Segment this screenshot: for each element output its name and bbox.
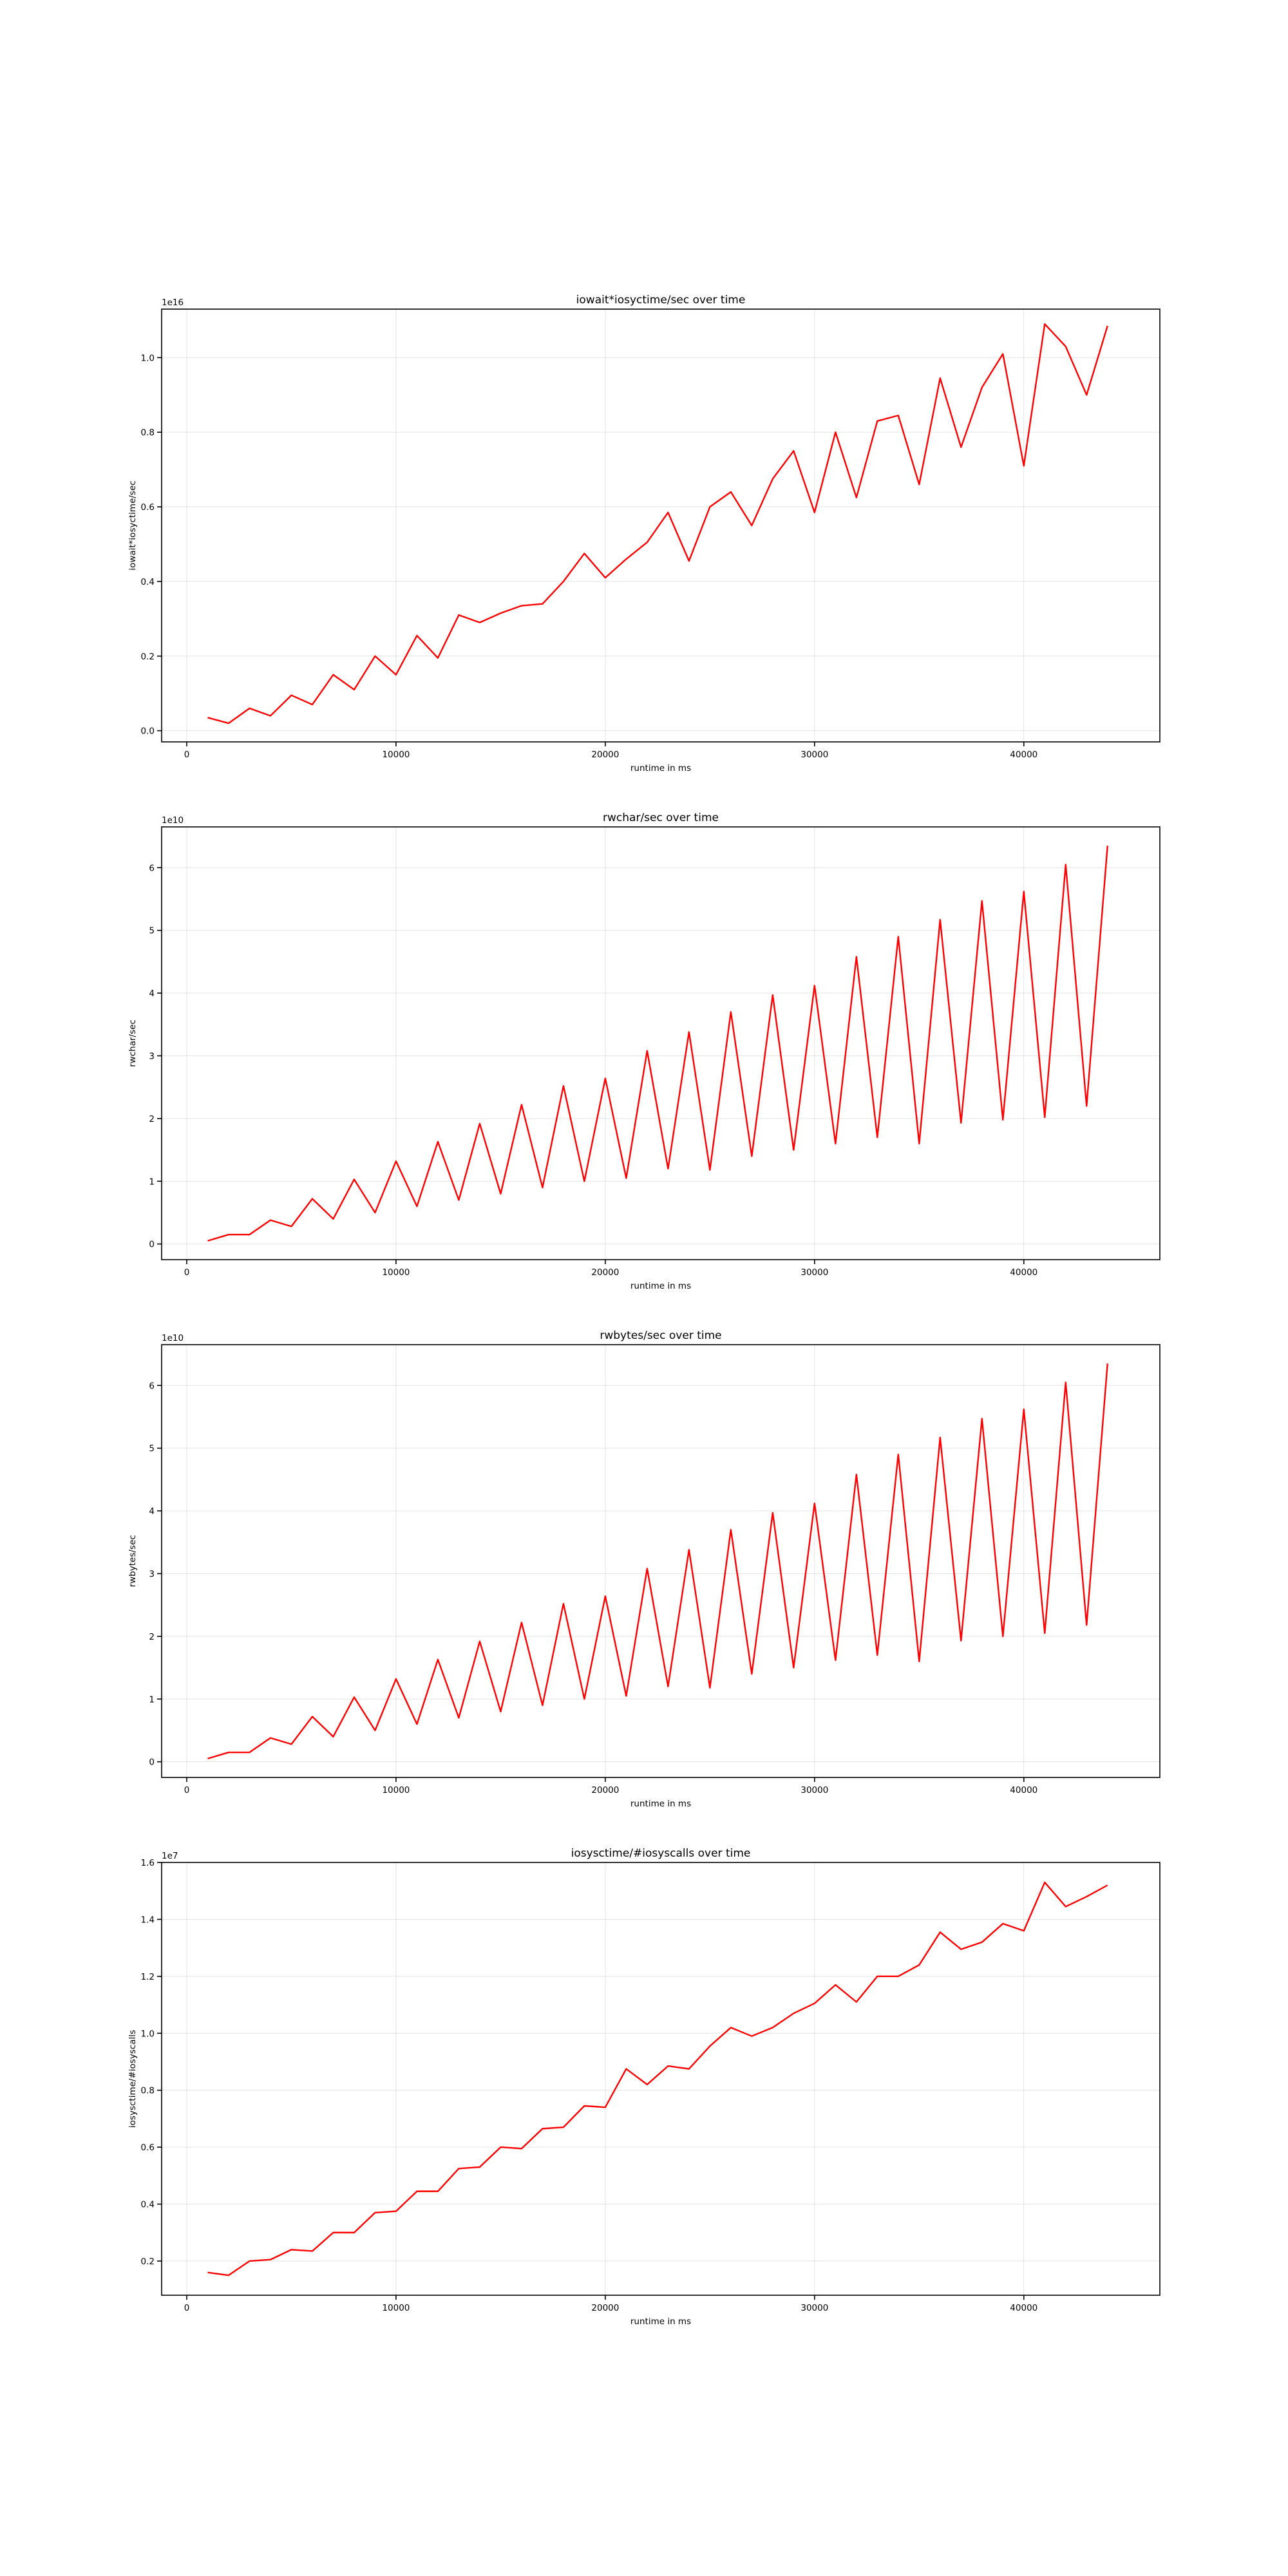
chart-panel-2: 0 10000 20000 30000 40000 0 1 2 3 4 5 6 rwchar/sec o… [128, 811, 1160, 1291]
y-tick-label: 1.0 [141, 2029, 155, 2039]
chart-title: rwchar/sec over time [603, 811, 719, 824]
y-tick-label: 2 [149, 1632, 155, 1642]
series-line [207, 1881, 1108, 2277]
x-tick-label: 20000 [591, 750, 619, 760]
y-tick-label: 0.2 [141, 2257, 155, 2267]
y-offset-label: 1e10 [162, 1333, 184, 1343]
x-tick-label: 30000 [800, 1267, 828, 1278]
x-tick-label: 40000 [1010, 1267, 1037, 1278]
series-line [207, 846, 1108, 1242]
x-axis-label: runtime in ms [630, 763, 691, 773]
y-tick-label: 0 [149, 1240, 155, 1250]
y-tick-label: 0.6 [141, 502, 155, 513]
chart-title: rwbytes/sec over time [600, 1329, 721, 1342]
chart-title: iosysctime/#iosyscalls over time [571, 1847, 751, 1860]
y-offset-label: 1e7 [162, 1851, 178, 1861]
y-tick-label: 4 [149, 1506, 155, 1517]
y-tick-label: 5 [149, 1444, 155, 1454]
plot-frame [161, 1862, 1160, 2296]
x-axis-label: runtime in ms [630, 1799, 691, 1809]
series-line [207, 1363, 1108, 1759]
x-tick-label: 30000 [800, 2303, 828, 2313]
x-tick-label: 40000 [1010, 750, 1037, 760]
y-tick-label: 1 [149, 1694, 155, 1705]
y-axis-label: rwbytes/sec [128, 1535, 138, 1587]
chart-title: iowait*iosyctime/sec over time [576, 294, 746, 307]
y-tick-label: 0.6 [141, 2143, 155, 2153]
y-tick-label: 3 [149, 1569, 155, 1579]
y-tick-label: 0.4 [141, 577, 155, 587]
y-tick-label: 1 [149, 1177, 155, 1187]
x-tick-label: 20000 [591, 2303, 619, 2313]
x-axis-label: runtime in ms [630, 2316, 691, 2327]
y-offset-label: 1e16 [162, 298, 184, 308]
y-tick-label: 1.2 [141, 1972, 155, 1982]
x-tick-label: 10000 [382, 1785, 410, 1795]
x-tick-label: 30000 [800, 1785, 828, 1795]
plot-frame [161, 826, 1160, 1260]
x-tick-label: 0 [184, 1267, 190, 1278]
y-tick-label: 4 [149, 989, 155, 999]
x-tick-label: 10000 [382, 2303, 410, 2313]
x-tick-label: 10000 [382, 1267, 410, 1278]
x-tick-label: 0 [184, 1785, 190, 1795]
x-tick-label: 10000 [382, 750, 410, 760]
y-tick-label: 1.0 [141, 353, 155, 363]
y-tick-label: 6 [149, 863, 155, 873]
chart-panel-3: 0 10000 20000 30000 40000 0 1 2 3 4 5 6 rwbytes/sec … [128, 1329, 1160, 1809]
chart-panel-4: 0 10000 20000 30000 40000 0.2 0.4 0.6 0.8 1.0 1.2 1… [128, 1847, 1160, 2327]
y-tick-label: 2 [149, 1114, 155, 1124]
y-tick-label: 0.0 [141, 726, 155, 737]
y-axis-label: iowait*iosyctime/sec [128, 480, 138, 570]
y-axis-label: iosysctime/#iosyscalls [128, 2030, 138, 2128]
y-tick-label: 0 [149, 1757, 155, 1768]
series-line [207, 323, 1108, 724]
x-tick-label: 20000 [591, 1785, 619, 1795]
x-tick-label: 20000 [591, 1267, 619, 1278]
y-tick-label: 0.8 [141, 2086, 155, 2096]
y-tick-label: 1.6 [141, 1858, 155, 1868]
chart-panel-1: 0 10000 20000 30000 40000 0.0 0.2 0.4 0.6 0.8 1.0 i… [128, 294, 1160, 773]
y-tick-label: 0.8 [141, 428, 155, 438]
plot-frame [161, 1344, 1160, 1778]
y-tick-label: 6 [149, 1381, 155, 1391]
x-axis-label: runtime in ms [630, 1281, 691, 1291]
y-tick-label: 0.2 [141, 652, 155, 662]
x-tick-label: 0 [184, 2303, 190, 2313]
x-tick-label: 0 [184, 750, 190, 760]
y-tick-label: 5 [149, 926, 155, 936]
y-axis-label: rwchar/sec [128, 1019, 138, 1067]
y-offset-label: 1e10 [162, 815, 184, 826]
x-tick-label: 30000 [800, 750, 828, 760]
y-tick-label: 1.4 [141, 1915, 155, 1925]
plot-frame [161, 308, 1160, 743]
x-tick-label: 40000 [1010, 1785, 1037, 1795]
y-tick-label: 0.4 [141, 2200, 155, 2210]
y-tick-label: 3 [149, 1051, 155, 1061]
x-tick-label: 40000 [1010, 2303, 1037, 2313]
